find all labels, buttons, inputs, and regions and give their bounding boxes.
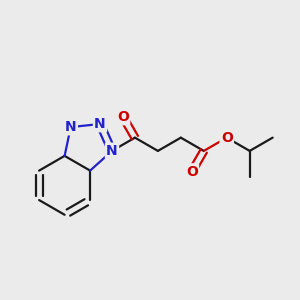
- Text: N: N: [94, 117, 106, 131]
- Text: N: N: [65, 120, 76, 134]
- Text: O: O: [117, 110, 129, 124]
- Text: O: O: [221, 131, 233, 145]
- Text: O: O: [186, 165, 198, 178]
- Text: N: N: [106, 144, 118, 158]
